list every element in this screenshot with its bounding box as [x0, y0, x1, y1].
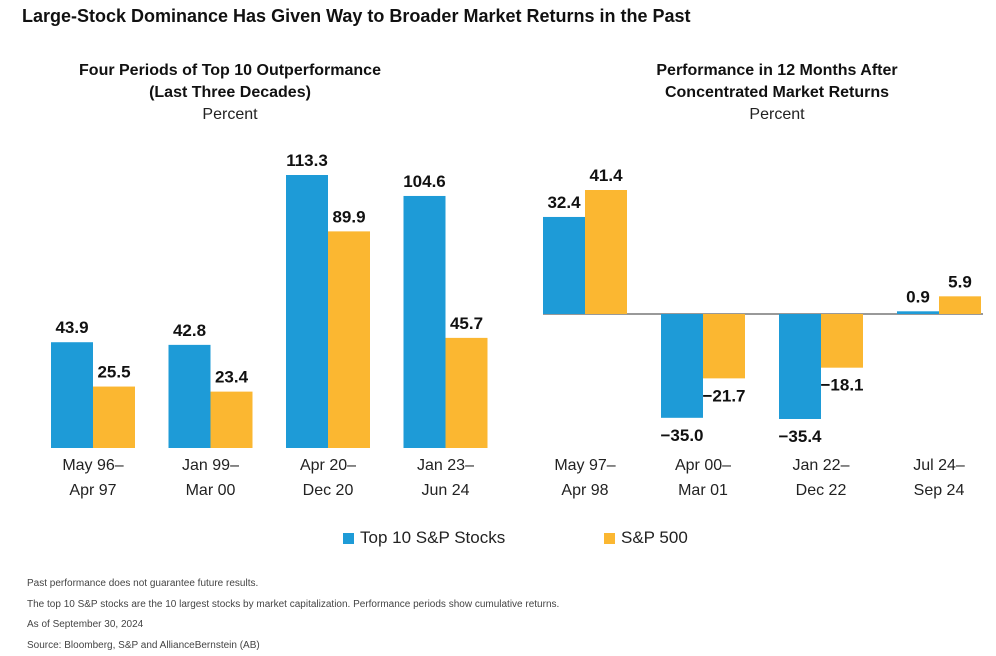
right-data-label-top10-2: −35.4: [778, 427, 822, 446]
right-data-label-top10-1: −35.0: [660, 426, 703, 445]
right-tick-label-3-0: Jul 24–: [913, 457, 965, 474]
right-tick-label-2-0: Jan 22–: [793, 457, 850, 474]
left-tick-label-0-0: May 96–: [62, 457, 123, 474]
left-data-label-top10-2: 113.3: [286, 151, 328, 170]
charts-canvas: 43.9 25.5 May 96– Apr 97 42.8 23.4 Jan 99– Mar …: [0, 0, 996, 520]
footnotes: Past performance does not guarantee futu…: [27, 574, 559, 656]
right-tick-label-1-0: Apr 00–: [675, 457, 731, 474]
right-data-label-top10-0: 32.4: [547, 193, 581, 212]
footnote-definition: The top 10 S&P stocks are the 10 largest…: [27, 595, 559, 616]
left-bar-top10-2: [286, 175, 328, 448]
right-bar-top10-0: [543, 217, 585, 314]
right-tick-label-0-1: Apr 98: [561, 482, 608, 499]
left-bar-sp500-1: [211, 392, 253, 448]
legend-top10-label: Top 10 S&P Stocks: [360, 528, 505, 548]
left-tick-label-1-1: Mar 00: [186, 482, 236, 499]
left-tick-label-3-0: Jan 23–: [417, 457, 474, 474]
left-data-label-sp500-2: 89.9: [332, 207, 365, 226]
right-bar-sp500-0: [585, 190, 627, 314]
right-bar-sp500-1: [703, 314, 745, 378]
left-data-label-sp500-3: 45.7: [450, 314, 483, 333]
footnote-date: As of September 30, 2024: [27, 615, 559, 636]
left-data-label-top10-0: 43.9: [55, 318, 88, 337]
right-bar-sp500-3: [939, 296, 981, 314]
right-bar-top10-3: [897, 311, 939, 314]
right-data-label-sp500-1: −21.7: [702, 386, 745, 405]
left-tick-label-2-0: Apr 20–: [300, 457, 356, 474]
left-bar-top10-0: [51, 342, 93, 448]
footnote-disclaimer: Past performance does not guarantee futu…: [27, 574, 559, 595]
left-data-label-top10-3: 104.6: [403, 172, 446, 191]
right-data-label-top10-3: 0.9: [906, 287, 930, 306]
left-tick-label-3-1: Jun 24: [421, 482, 469, 499]
left-bar-top10-1: [169, 345, 211, 448]
right-tick-label-0-0: May 97–: [554, 457, 615, 474]
left-data-label-top10-1: 42.8: [173, 321, 206, 340]
right-tick-label-3-1: Sep 24: [914, 482, 965, 499]
right-bar-top10-2: [779, 314, 821, 419]
legend-sp500-swatch: [604, 533, 615, 544]
right-data-label-sp500-0: 41.4: [589, 166, 623, 185]
legend-top10-swatch: [343, 533, 354, 544]
right-tick-label-1-1: Mar 01: [678, 482, 728, 499]
left-data-label-sp500-0: 25.5: [97, 363, 130, 382]
left-tick-label-1-0: Jan 99–: [182, 457, 239, 474]
right-data-label-sp500-2: −18.1: [820, 376, 863, 395]
right-bar-sp500-2: [821, 314, 863, 368]
left-data-label-sp500-1: 23.4: [215, 368, 249, 387]
left-bar-sp500-2: [328, 231, 370, 448]
left-bar-sp500-3: [446, 338, 488, 448]
left-tick-label-2-1: Dec 20: [303, 482, 354, 499]
left-tick-label-0-1: Apr 97: [69, 482, 116, 499]
legend-top10: Top 10 S&P Stocks: [343, 528, 505, 548]
right-data-label-sp500-3: 5.9: [948, 272, 972, 291]
legend-sp500-label: S&P 500: [621, 528, 688, 548]
legend-sp500: S&P 500: [604, 528, 688, 548]
left-bar-top10-3: [404, 196, 446, 448]
left-bar-sp500-0: [93, 387, 135, 448]
right-tick-label-2-1: Dec 22: [796, 482, 847, 499]
right-bar-top10-1: [661, 314, 703, 418]
